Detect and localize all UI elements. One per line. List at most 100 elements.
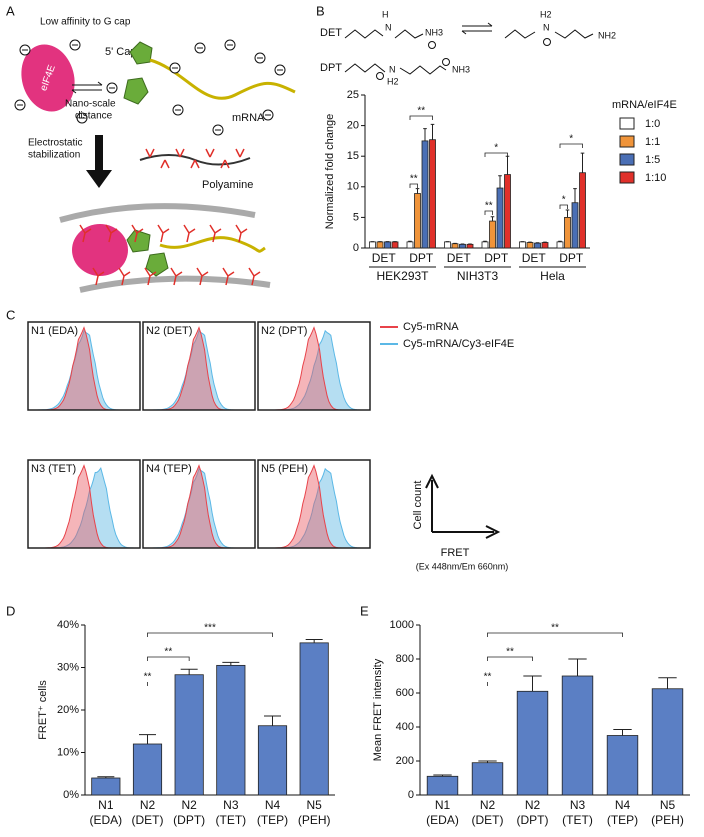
histogram-title: N3 (TET) — [31, 463, 76, 475]
equilibrium-arrow — [71, 81, 103, 94]
polyamine-branch — [131, 224, 144, 243]
error-bar — [573, 188, 577, 203]
axis-label: Cell count — [412, 481, 424, 530]
significance-bracket — [147, 632, 273, 637]
x-tick-label: (EDA) — [89, 813, 122, 827]
bar — [556, 241, 564, 249]
atom: H2 — [540, 9, 552, 19]
significance-bracket — [409, 115, 433, 120]
error-bar — [305, 638, 323, 643]
x-tick-label: DPT — [409, 251, 434, 265]
legend-label: Cy5-mRNA/Cy3-eIF4E — [403, 338, 514, 350]
polyamine-branch — [160, 159, 170, 169]
chem-bond — [504, 29, 594, 39]
bar — [459, 243, 466, 249]
x-tick-label: (TEP) — [257, 813, 288, 827]
bar — [429, 139, 436, 249]
bar — [391, 241, 399, 249]
panel-label: C — [6, 307, 15, 322]
chem-label: DET — [320, 27, 342, 39]
significance-bracket — [559, 143, 583, 148]
chem-bond — [344, 63, 447, 75]
y-tick-label: 10 — [347, 181, 359, 193]
y-tick-label: 10% — [57, 746, 79, 758]
atom: N — [385, 22, 392, 32]
bar — [651, 688, 684, 796]
error-bar — [483, 240, 487, 242]
significance-bracket — [559, 204, 568, 209]
polyamine-branch — [222, 267, 235, 286]
charge — [376, 72, 384, 80]
error-bar — [565, 209, 570, 218]
y-tick-label: 20 — [347, 120, 359, 132]
error-bar — [490, 216, 495, 222]
polyamine-branch — [190, 159, 200, 169]
error-bar — [658, 677, 677, 689]
x-tick-label: N1 — [435, 798, 451, 812]
atom: NH3 — [452, 64, 470, 74]
bar — [471, 762, 504, 796]
equilibrium-arrow — [461, 22, 493, 35]
x-tick-label: (DPT) — [517, 813, 549, 827]
bar — [369, 241, 376, 249]
bar — [451, 243, 459, 249]
x-tick-label: N2 — [181, 798, 197, 812]
error-bar — [423, 128, 427, 141]
cap-shape — [129, 41, 153, 65]
x-tick-label: DPT — [484, 251, 509, 265]
bar — [444, 241, 451, 249]
bar — [496, 187, 504, 249]
error-bar — [580, 152, 585, 173]
panel-label: D — [6, 603, 15, 618]
annotation: Low affinity to G cap — [40, 17, 131, 28]
panel-label: B — [316, 3, 325, 18]
significance-label: ** — [551, 623, 559, 634]
cap-label: 5' Cap — [105, 46, 136, 58]
bar — [406, 241, 414, 249]
panel-label: E — [360, 603, 369, 618]
mrna-label: mRNA — [232, 112, 265, 124]
histogram-frame — [142, 459, 256, 549]
histogram — [258, 326, 370, 411]
polyamine-label: Polyamine — [202, 179, 253, 191]
bar — [91, 777, 121, 796]
x-tick-label: N5 — [660, 798, 676, 812]
error-bar — [558, 240, 562, 242]
legend-swatch — [619, 117, 635, 130]
histogram-frame — [27, 321, 141, 411]
histogram-title: N2 (DPT) — [261, 325, 307, 337]
chem-label: DPT — [320, 62, 342, 74]
group-label: HEK293T — [376, 269, 429, 283]
charge — [442, 58, 450, 66]
error-bar — [433, 774, 452, 777]
x-tick-label: (EDA) — [426, 813, 459, 827]
bar — [376, 241, 384, 249]
legend-swatch — [619, 153, 635, 166]
annotation: stabilization — [28, 150, 80, 161]
y-axis-label: Mean FRET intensity — [372, 658, 384, 761]
error-bar — [415, 188, 420, 194]
x-tick-label: N3 — [570, 798, 586, 812]
y-tick-label: 30% — [57, 661, 79, 673]
significance-bracket — [484, 210, 493, 215]
significance-bracket — [487, 656, 533, 661]
annotation: Electrostatic — [28, 138, 82, 149]
y-tick-label: 200 — [396, 755, 414, 767]
error-bar — [613, 729, 632, 736]
x-tick-label: (PEH) — [298, 813, 331, 827]
error-bar — [498, 175, 502, 189]
cap-shape — [126, 229, 151, 253]
histogram-title: N1 (EDA) — [31, 325, 78, 337]
x-tick-label: N4 — [615, 798, 631, 812]
polyamine-chain — [139, 154, 251, 166]
polyamine-branch — [235, 224, 248, 243]
y-tick-label: 40% — [57, 619, 79, 631]
significance-label: ** — [164, 647, 172, 658]
bar — [541, 242, 549, 249]
y-tick-label: 0 — [353, 242, 359, 254]
significance-label: * — [494, 143, 498, 154]
y-axis-label: Normalized fold change — [324, 114, 336, 230]
error-bar — [408, 240, 412, 242]
axis-label: FRET — [441, 547, 470, 559]
